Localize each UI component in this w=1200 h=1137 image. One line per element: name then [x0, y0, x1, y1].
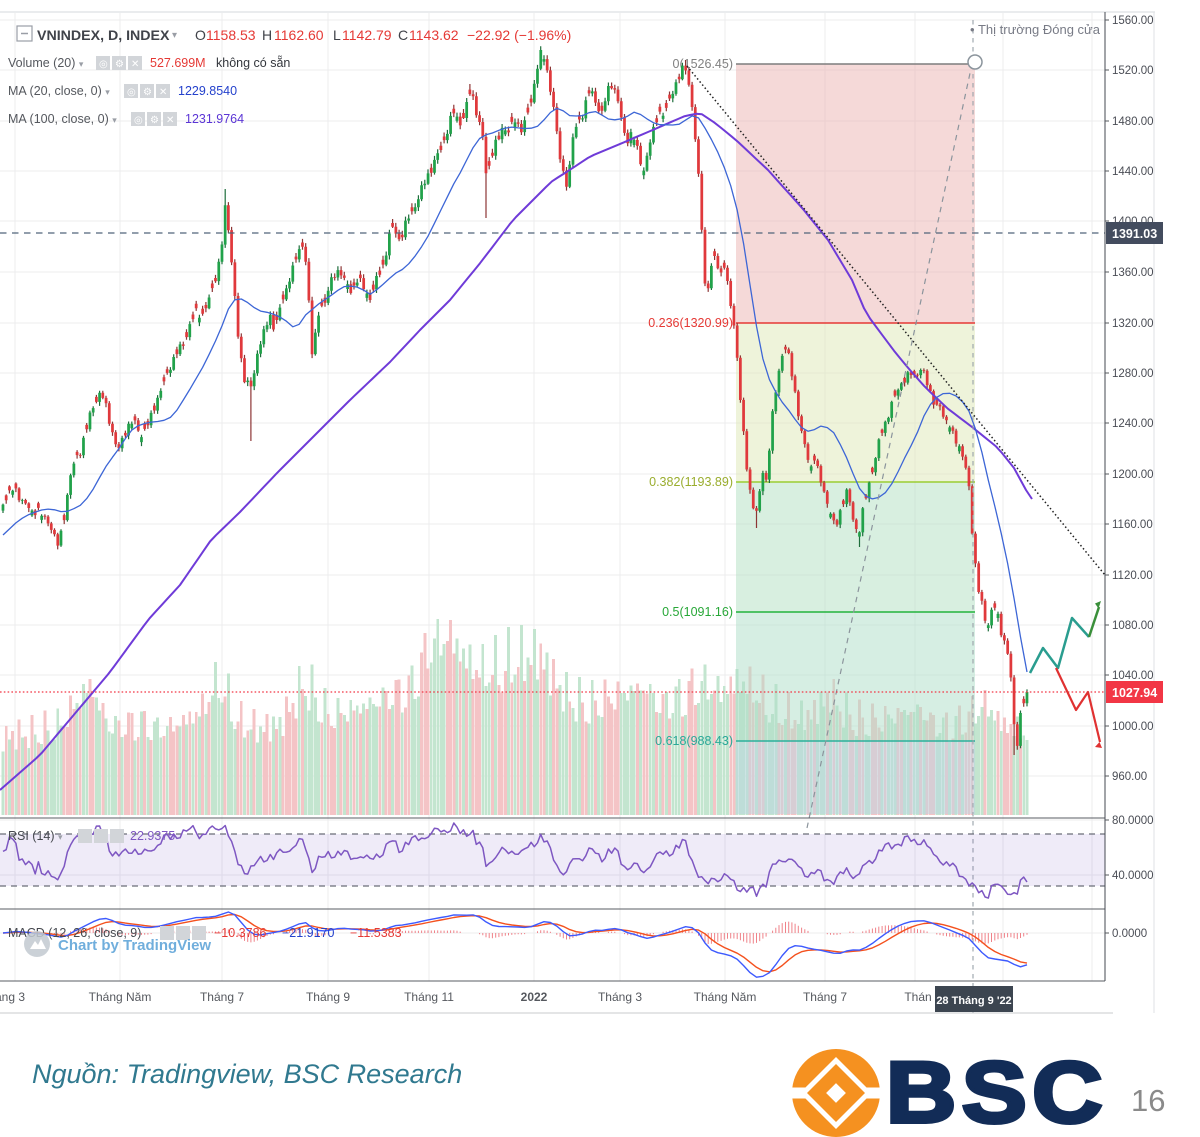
svg-text:1080.00: 1080.00 [1112, 620, 1154, 632]
svg-text:1360.00: 1360.00 [1112, 267, 1154, 279]
svg-text:1480.00: 1480.00 [1112, 116, 1154, 128]
svg-text:0.618(988.43): 0.618(988.43) [655, 734, 733, 748]
svg-text:⚙: ⚙ [143, 87, 152, 98]
svg-text:1000.00: 1000.00 [1112, 721, 1154, 733]
svg-text:Tháng 11: Tháng 11 [404, 990, 454, 1004]
svg-text:1231.9764: 1231.9764 [185, 112, 244, 126]
svg-text:1229.8540: 1229.8540 [178, 84, 237, 98]
svg-text:không có sẵn: không có sẵn [216, 55, 290, 70]
svg-text:Nguồn: Tradingview, BSC Resear: Nguồn: Tradingview, BSC Research [32, 1059, 462, 1089]
svg-text:80.0000: 80.0000 [1112, 815, 1154, 827]
svg-text:0.236(1320.99): 0.236(1320.99) [648, 316, 733, 330]
svg-text:MA (20, close, 0) ▾: MA (20, close, 0) ▾ [8, 84, 110, 98]
svg-text:✕: ✕ [131, 59, 139, 70]
svg-text:0.382(1193.89): 0.382(1193.89) [649, 475, 733, 489]
svg-text:28 Tháng 9 '22: 28 Tháng 9 '22 [936, 995, 1011, 1007]
svg-text:22.9375: 22.9375 [130, 829, 175, 843]
svg-text:RSI (14) ▾: RSI (14) ▾ [8, 829, 63, 843]
svg-text:MA (100, close, 0) ▾: MA (100, close, 0) ▾ [8, 112, 117, 126]
svg-text:⚙: ⚙ [150, 115, 159, 126]
svg-text:L: L [333, 27, 341, 43]
svg-text:0.0000: 0.0000 [1112, 928, 1147, 940]
svg-text:✕: ✕ [159, 87, 167, 98]
svg-text:0(1526.45): 0(1526.45) [673, 57, 733, 71]
svg-text:960.00: 960.00 [1112, 771, 1147, 783]
svg-text:Tháng Năm: Tháng Năm [89, 990, 152, 1004]
svg-text:✕: ✕ [166, 115, 174, 126]
svg-text:1320.00: 1320.00 [1112, 318, 1154, 330]
svg-text:0.5(1091.16): 0.5(1091.16) [662, 605, 733, 619]
svg-text:◎: ◎ [99, 59, 108, 70]
svg-text:1027.94: 1027.94 [1112, 686, 1157, 700]
svg-text:C: C [398, 27, 408, 43]
svg-text:1120.00: 1120.00 [1112, 570, 1153, 582]
svg-text:◎: ◎ [127, 87, 136, 98]
svg-text:1143.62: 1143.62 [409, 27, 459, 43]
svg-text:Thán: Thán [904, 990, 931, 1004]
svg-text:O: O [195, 27, 206, 43]
svg-text:▾: ▾ [172, 30, 177, 41]
svg-text:Tháng 7: Tháng 7 [200, 990, 244, 1004]
svg-text:H: H [262, 27, 272, 43]
svg-text:◎: ◎ [134, 115, 143, 126]
svg-text:2022: 2022 [521, 990, 548, 1004]
svg-text:−10.3786: −10.3786 [214, 926, 267, 940]
svg-text:1158.53: 1158.53 [206, 27, 256, 43]
svg-text:1520.00: 1520.00 [1112, 65, 1154, 77]
svg-text:527.699M: 527.699M [150, 56, 206, 70]
svg-text:16: 16 [1131, 1083, 1165, 1118]
svg-text:áng 3: áng 3 [0, 990, 25, 1004]
svg-text:1560.00: 1560.00 [1112, 15, 1154, 27]
svg-text:• Thị trường Đóng cửa: • Thị trường Đóng cửa [970, 22, 1101, 37]
svg-text:1142.79: 1142.79 [342, 27, 392, 43]
svg-text:1160.00: 1160.00 [1112, 519, 1153, 531]
svg-text:1200.00: 1200.00 [1112, 469, 1154, 481]
svg-text:Tháng Năm: Tháng Năm [694, 990, 757, 1004]
svg-text:−11.5383: −11.5383 [350, 926, 402, 940]
svg-text:Chart by TradingView: Chart by TradingView [58, 937, 211, 954]
svg-text:1240.00: 1240.00 [1112, 418, 1154, 430]
svg-text:1280.00: 1280.00 [1112, 368, 1154, 380]
svg-text:Volume (20) ▾: Volume (20) ▾ [8, 56, 84, 70]
svg-text:Tháng 9: Tháng 9 [306, 990, 350, 1004]
svg-text:1440.00: 1440.00 [1112, 166, 1154, 178]
svg-text:Tháng 7: Tháng 7 [803, 990, 847, 1004]
svg-text:1162.60: 1162.60 [274, 27, 324, 43]
svg-text:40.0000: 40.0000 [1112, 870, 1154, 882]
svg-text:Tháng 3: Tháng 3 [598, 990, 642, 1004]
svg-text:1040.00: 1040.00 [1112, 670, 1154, 682]
svg-text:−22.92 (−1.96%): −22.92 (−1.96%) [467, 27, 571, 43]
svg-text:⚙: ⚙ [115, 59, 124, 70]
svg-text:−21.9170: −21.9170 [282, 926, 335, 940]
svg-text:1391.03: 1391.03 [1112, 227, 1157, 241]
svg-text:BSC: BSC [886, 1045, 1108, 1137]
svg-text:VNINDEX, D, INDEX: VNINDEX, D, INDEX [37, 28, 170, 44]
